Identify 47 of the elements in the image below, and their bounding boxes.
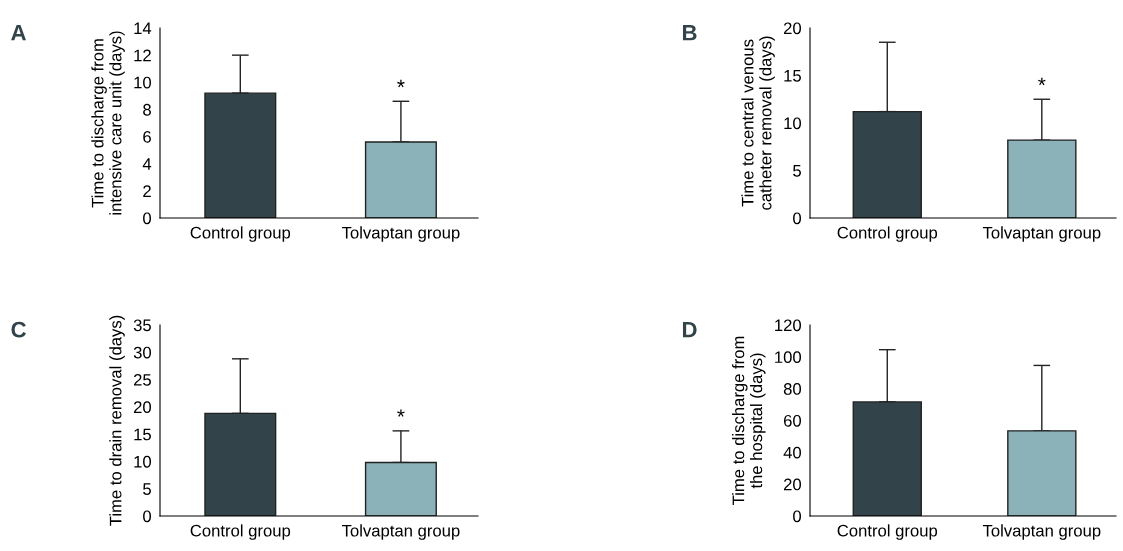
annotation: * (1038, 77, 1046, 86)
y-tick-label: 15 (784, 70, 801, 82)
y-tick-label: 0 (143, 212, 152, 225)
y-axis-title: Time to drain removal (days) (109, 315, 125, 526)
y-tick-label: 60 (783, 414, 802, 427)
x-tick-label: Tolvaptan group (341, 524, 460, 540)
y-tick-label: 20 (133, 401, 152, 414)
annotation: * (397, 409, 405, 417)
y-tick-label: 10 (134, 455, 152, 468)
y-tick-label: 30 (133, 346, 152, 359)
y-tick-label: 25 (133, 373, 151, 386)
y-tick-label: 12 (134, 49, 151, 62)
y-tick-label: 0 (143, 510, 152, 523)
y-tick-label: 35 (133, 319, 151, 332)
x-tick-label: Tolvaptan group (982, 524, 1101, 540)
chart-title: D (682, 322, 697, 338)
y-axis-title: Time to central venous catheter removal (days) (741, 36, 775, 210)
y-tick-label: 6 (143, 130, 151, 143)
y-tick-label: 5 (793, 165, 801, 177)
x-tick-label: Control group (190, 524, 291, 540)
x-tick-label: Control group (837, 524, 938, 540)
y-tick-label: 20 (783, 22, 802, 35)
x-tick-label: Tolvaptan group (982, 226, 1101, 242)
y-tick-label: 5 (143, 483, 151, 495)
chart-title: A (11, 25, 26, 41)
y-tick-label: 10 (134, 76, 152, 89)
y-tick-label: 15 (134, 428, 151, 441)
x-tick-label: Control group (190, 226, 291, 242)
y-tick-label: 0 (793, 510, 802, 523)
y-tick-label: 20 (783, 478, 802, 491)
y-tick-label: 14 (134, 22, 152, 35)
y-tick-label: 8 (143, 103, 151, 116)
y-tick-label: 0 (793, 212, 802, 225)
chart-title: B (682, 25, 697, 41)
y-tick-label: 100 (775, 351, 802, 364)
chart-title: C (11, 321, 26, 338)
x-tick-label: Tolvaptan group (341, 226, 460, 242)
y-tick-label: 80 (783, 383, 802, 395)
y-tick-label: 120 (775, 319, 802, 332)
y-axis-title: Time to discharge from intensive care unit (days) (91, 31, 125, 215)
y-tick-label: 40 (783, 446, 802, 459)
x-tick-label: Control group (837, 226, 938, 242)
y-axis-title: Time to discharge from the hospital (days) (732, 336, 766, 506)
y-tick-label: 2 (143, 185, 151, 197)
y-tick-label: 4 (142, 158, 152, 170)
y-tick-label: 10 (784, 117, 802, 130)
annotation: * (397, 79, 405, 88)
